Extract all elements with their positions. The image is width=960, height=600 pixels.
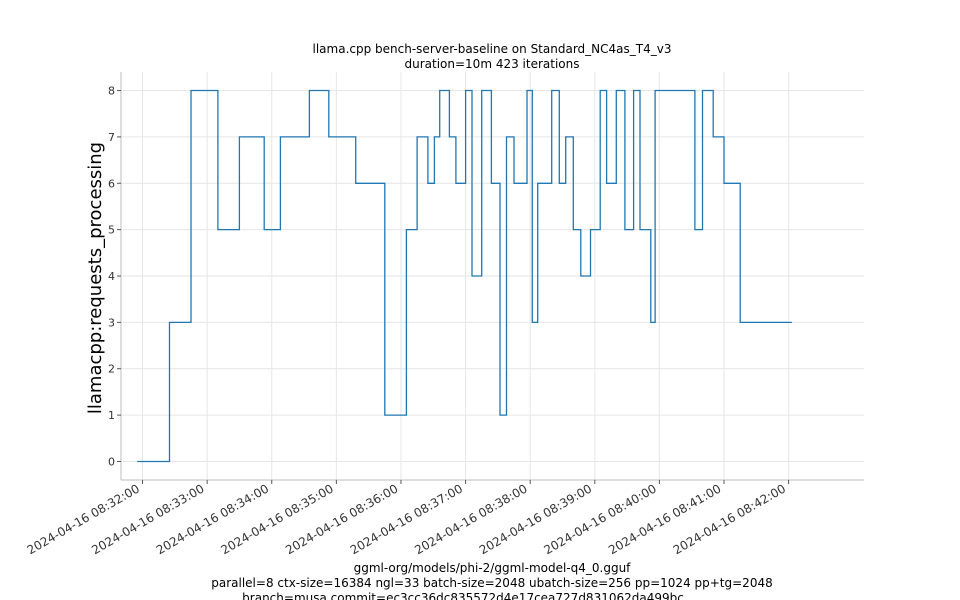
y-tick-label: 8	[108, 85, 115, 98]
x-tick-label: 2024-04-16 08:39:00	[477, 481, 594, 557]
x-tick-label: 2024-04-16 08:38:00	[412, 481, 529, 557]
x-tick-label: 2024-04-16 08:37:00	[348, 481, 465, 557]
y-tick-label: 5	[108, 224, 115, 237]
x-tick-label: 2024-04-16 08:32:00	[25, 481, 142, 557]
y-axis-label: llamacpp:requests_processing	[85, 142, 106, 414]
footer-model: ggml-org/models/phi-2/ggml-model-q4_0.gg…	[354, 561, 632, 575]
y-tick-label: 6	[108, 177, 115, 190]
chart-subtitle: duration=10m 423 iterations	[405, 57, 580, 71]
grid-lines	[121, 72, 864, 480]
x-tick-label: 2024-04-16 08:33:00	[89, 481, 206, 557]
x-tick-label: 2024-04-16 08:36:00	[283, 481, 400, 557]
y-tick-label: 1	[108, 409, 115, 422]
x-tick-label: 2024-04-16 08:41:00	[606, 481, 723, 557]
x-tick-label: 2024-04-16 08:34:00	[154, 481, 271, 557]
footer-params: parallel=8 ctx-size=16384 ngl=33 batch-s…	[211, 576, 772, 590]
footer-branch: branch=musa commit=ec3cc36dc835572d4e17c…	[242, 591, 684, 600]
y-ticks: 0 1 2 3 4 5 6 7 8	[108, 85, 121, 468]
y-tick-label: 2	[108, 363, 115, 376]
y-tick-label: 0	[108, 455, 115, 468]
y-tick-label: 7	[108, 131, 115, 144]
x-tick-label: 2024-04-16 08:42:00	[671, 481, 788, 557]
chart-title: llama.cpp bench-server-baseline on Stand…	[313, 42, 672, 56]
x-tick-label: 2024-04-16 08:40:00	[542, 481, 659, 557]
series-line	[137, 89, 792, 463]
y-tick-label: 3	[108, 316, 115, 329]
y-tick-label: 4	[108, 270, 115, 283]
x-tick-label: 2024-04-16 08:35:00	[218, 481, 335, 557]
